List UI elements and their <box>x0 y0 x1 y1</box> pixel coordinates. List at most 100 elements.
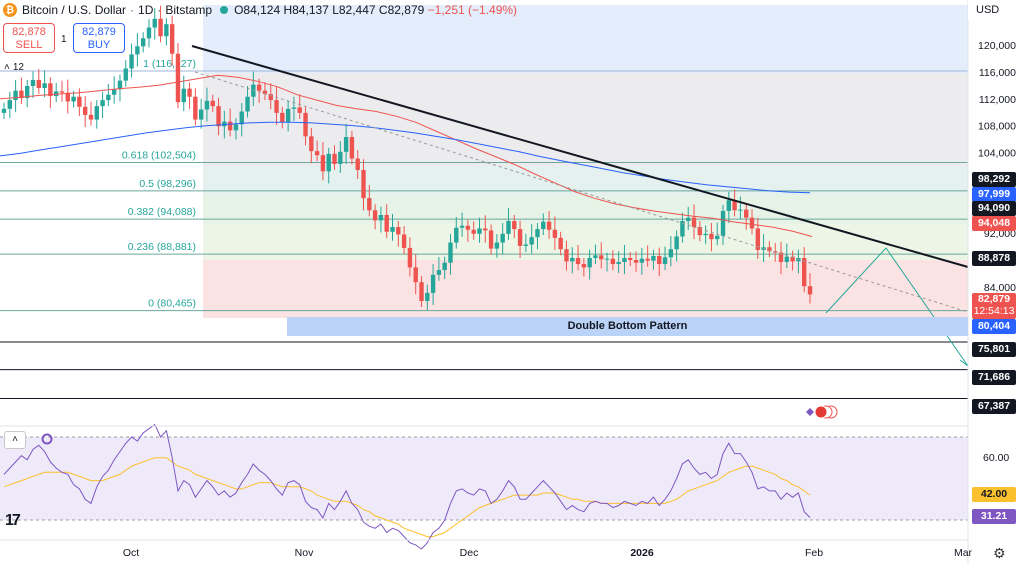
fib-zone-top <box>203 5 968 73</box>
candle-body <box>233 124 239 131</box>
candle-body <box>738 209 743 211</box>
countdown: 12:54:13 <box>973 305 1015 317</box>
badge-red-ma: 94,048 <box>972 216 1016 231</box>
open-value: O84,124 <box>234 3 281 17</box>
candle-body <box>152 18 157 28</box>
candle-body <box>709 233 714 240</box>
badge-fib-top: 98,292 <box>972 172 1016 187</box>
candle-body <box>593 255 598 258</box>
candle-body <box>628 257 633 260</box>
candle-body <box>65 92 70 102</box>
candle-body <box>204 100 210 110</box>
candle-body <box>570 257 575 262</box>
candle-body <box>454 227 459 243</box>
candle-body <box>222 121 227 127</box>
candle-body <box>535 229 540 238</box>
badge-support-2: 71,686 <box>972 370 1016 385</box>
buy-button[interactable]: 82,879 BUY <box>73 23 125 53</box>
candle-body <box>645 258 650 261</box>
market-open-icon <box>220 6 229 14</box>
badge-support-1: 75,801 <box>972 342 1016 357</box>
rsi-settings-icon[interactable] <box>41 433 53 445</box>
candle-body <box>140 38 146 47</box>
candle-body <box>338 151 343 164</box>
candle-body <box>82 106 88 115</box>
candle-body <box>477 228 482 234</box>
candle-body <box>715 235 720 240</box>
price-tick: 116,000 <box>979 67 1016 79</box>
candle-body <box>726 200 732 211</box>
candle-body <box>802 257 807 287</box>
candle-body <box>686 217 691 222</box>
candle-body <box>396 227 401 235</box>
time-tick: Feb <box>805 547 823 559</box>
candle-body <box>552 229 558 238</box>
candle-body <box>117 80 123 90</box>
fib-label: 0 (80,465) <box>148 298 196 310</box>
candle-body <box>622 257 627 263</box>
time-tick: Oct <box>123 547 139 559</box>
candle-body <box>274 100 279 113</box>
candle-body <box>378 214 384 221</box>
candle-body <box>767 247 772 252</box>
candle-body <box>564 249 569 262</box>
fib-label: 0.236 (88,881) <box>128 241 196 253</box>
candle-body <box>512 221 517 230</box>
candle-body <box>48 83 53 97</box>
candle-body <box>320 155 326 172</box>
candle-body <box>303 112 308 137</box>
collapse-pane-button[interactable]: ˄ <box>4 431 26 449</box>
candle-body <box>430 274 436 293</box>
candle-body <box>71 96 76 102</box>
candle-body <box>407 247 413 268</box>
candle-body <box>401 234 407 248</box>
candle-body <box>744 209 749 218</box>
time-axis[interactable]: Oct Nov Dec 2026 Feb Mar <box>123 547 973 559</box>
candle-body <box>309 136 314 152</box>
candle-body <box>42 83 47 88</box>
candle-body <box>459 225 465 228</box>
interval[interactable]: 1D <box>138 3 154 17</box>
candle-body <box>436 270 442 275</box>
price-tick: 112,000 <box>979 94 1016 106</box>
candle-body <box>778 252 784 263</box>
candle-body <box>187 88 192 97</box>
indicator-count: 12 <box>12 62 24 73</box>
indicator-toggle[interactable]: ˄ 12 <box>4 62 24 73</box>
rsi-ma-line <box>3 457 811 538</box>
candle-body <box>384 214 389 232</box>
price-tick: 108,000 <box>978 121 1016 133</box>
candle-body <box>198 109 204 120</box>
price-value: 82,879 <box>977 293 1011 305</box>
event-flag-icon[interactable] <box>814 405 828 419</box>
candle-body <box>19 90 24 99</box>
candle-body <box>703 233 708 236</box>
candle-body <box>355 158 360 170</box>
candle-body <box>749 217 755 229</box>
candle-body <box>668 249 674 258</box>
candle-body <box>59 91 65 93</box>
candle-body <box>610 258 616 265</box>
bitcoin-icon: ₿ <box>3 3 17 17</box>
price-tick: 92,000 <box>984 228 1016 240</box>
candle-body <box>413 267 418 283</box>
ohlc-values: O84,124 H84,137 L82,447 C82,879 −1,251 (… <box>234 3 517 17</box>
sell-button[interactable]: 82,878 SELL <box>3 23 55 53</box>
gear-icon[interactable]: ⚙ <box>993 545 1006 561</box>
chevron-up-icon: ˄ <box>12 434 18 445</box>
candle-body <box>285 108 291 123</box>
candle-body <box>529 237 534 245</box>
candle-body <box>100 100 105 107</box>
candles <box>1 5 813 311</box>
symbol-title[interactable]: Bitcoin / U.S. Dollar <box>22 3 127 17</box>
candle-body <box>784 256 790 263</box>
candle-body <box>680 221 685 237</box>
chevron-up-icon: ˄ <box>4 62 10 73</box>
badge-blue-ma: 97,999 <box>972 187 1016 202</box>
candle-body <box>13 90 18 101</box>
economic-events[interactable] <box>806 405 838 419</box>
event-marker-icon[interactable] <box>806 408 814 416</box>
currency-selector[interactable]: USD <box>968 0 1024 20</box>
candle-body <box>657 255 662 265</box>
